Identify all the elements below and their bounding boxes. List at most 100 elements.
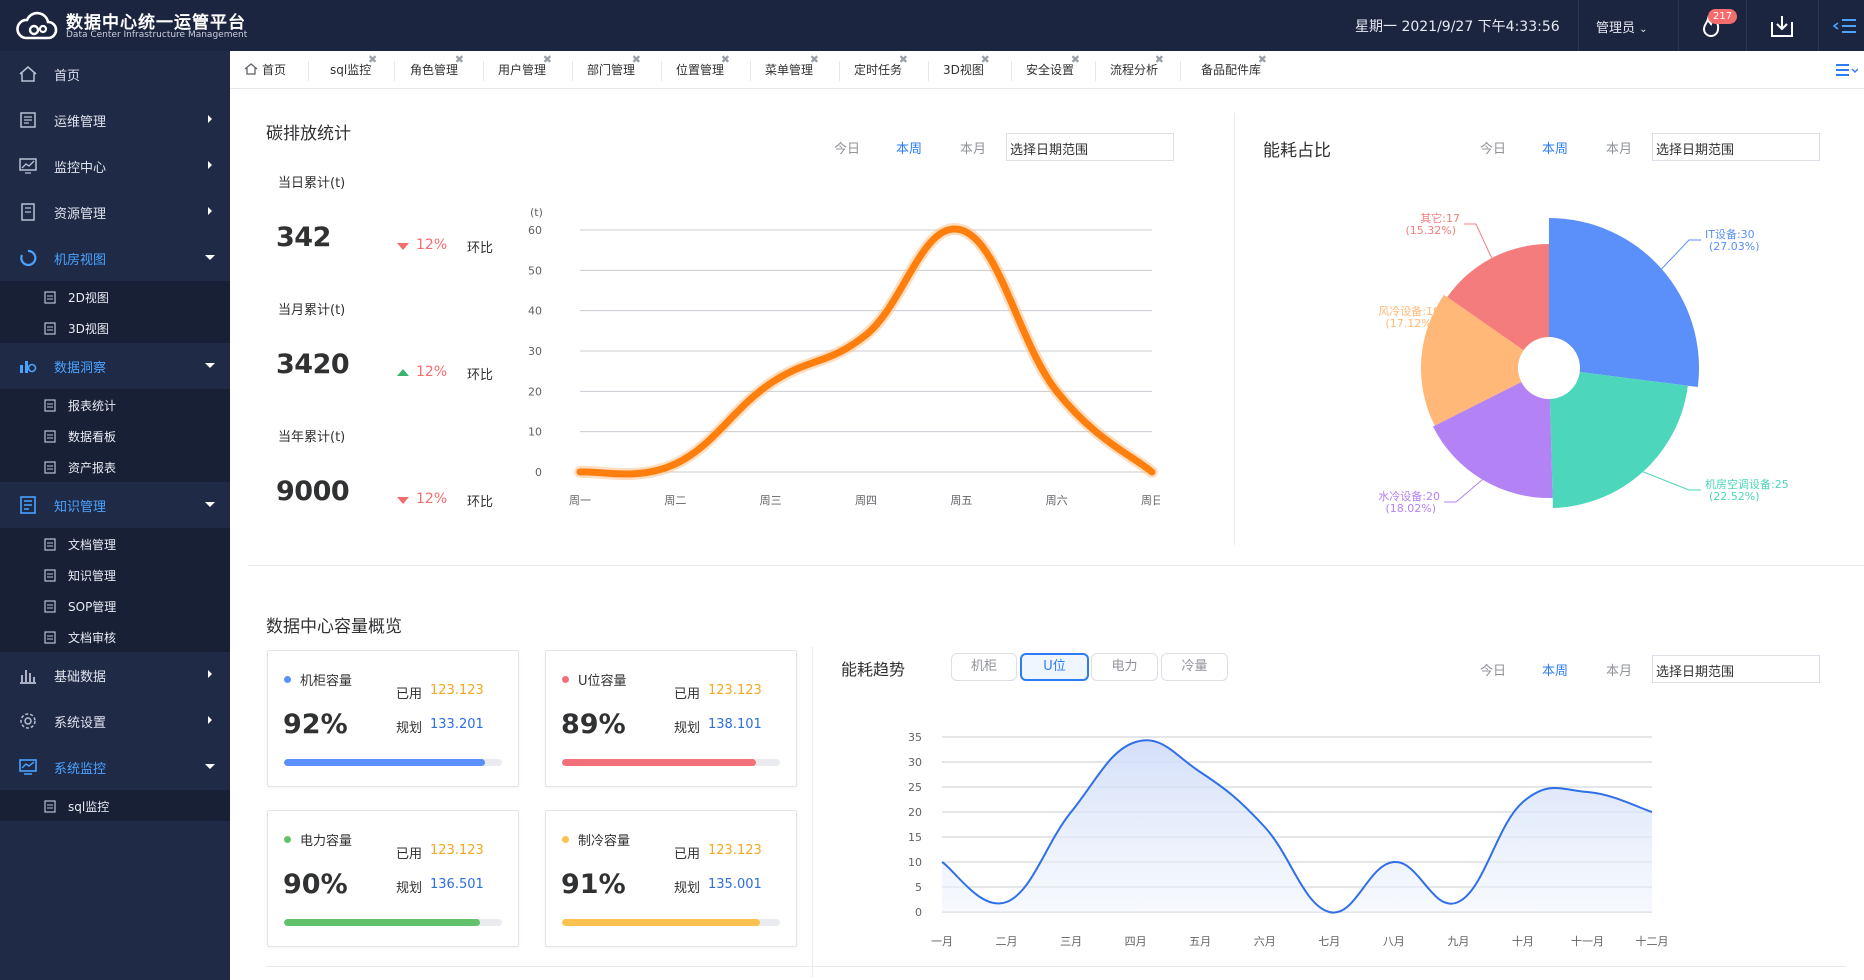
ratio-date-range-input[interactable]: 选择日期范围 [1652,133,1820,161]
segment-cooling[interactable]: 冷量 [1161,653,1228,681]
close-icon[interactable]: ✖ [980,53,990,66]
tab-menu-manage[interactable]: 菜单管理 ✖ [765,51,819,89]
sidebar-subitem-sop[interactable]: SOP管理 [0,590,230,621]
close-icon[interactable]: ✖ [368,53,378,66]
close-icon[interactable]: ✖ [542,53,553,66]
sidebar-subitem-doc-review[interactable]: 文档审核 [0,621,230,652]
progress-fill [284,759,485,766]
progress-bar [284,759,502,766]
tab-label: sql监控 [330,63,372,77]
close-icon[interactable]: ✖ [454,53,465,66]
card-title: 制冷容量 [578,834,631,849]
sidebar-item-ops[interactable]: 运维管理 [0,97,230,143]
sidebar-item-label: 资源管理 [54,207,107,222]
close-icon[interactable]: ✖ [1257,53,1268,66]
series-line [576,225,1156,478]
sidebar-subitem-asset-report[interactable]: 资产报表 [0,451,230,482]
sidebar-item-knowledge[interactable]: 知识管理 [0,482,230,528]
sidebar-item-resource[interactable]: 资源管理 [0,189,230,235]
sidebar-subitem-label: sql监控 [68,800,110,814]
ratio-range-week[interactable]: 本周 [1542,142,1569,157]
fire-alert-icon[interactable] [1696,10,1726,40]
sidebar-subitem-label: 资产报表 [68,461,117,475]
tabs-menu-icon[interactable] [1834,62,1858,80]
segment-power[interactable]: 电力 [1091,653,1158,681]
tab-security[interactable]: 安全设置 ✖ [1026,51,1080,89]
document-icon [44,569,56,582]
ratio-range-month[interactable]: 本月 [1606,142,1633,157]
plan-label: 规划 [674,721,701,736]
tab-label: 角色管理 [410,63,459,77]
tab-scheduled-task[interactable]: 定时任务 ✖ [854,51,908,89]
sidebar-subitem-doc-manage[interactable]: 文档管理 [0,528,230,559]
sidebar-subitem-sql-monitor[interactable]: sql监控 [0,790,230,821]
trend-title: 能耗趋势 [841,660,906,679]
capacity-card-power: 电力容量 已用 123.123 规划 136.501 90% [267,810,519,947]
tab-spare-parts[interactable]: 备品配件库 ✖ [1201,51,1267,89]
trend-range-today[interactable]: 今日 [1480,664,1507,679]
tab-divider [308,61,309,81]
collapse-menu-icon[interactable] [1832,14,1858,38]
tab-sql-monitor[interactable]: sql监控 ✖ [330,51,377,89]
close-icon[interactable]: ✖ [720,53,731,66]
carbon-range-week[interactable]: 本周 [896,142,923,157]
document-icon [44,322,56,335]
sidebar-subitem-3d-view[interactable]: 3D视图 [0,312,230,343]
plan-value: 133.201 [430,717,484,732]
tab-process-analysis[interactable]: 流程分析 ✖ [1110,51,1164,89]
trend-down-icon [397,243,409,250]
sidebar-item-home[interactable]: 首页 [0,51,230,97]
sidebar-subitem-dashboard[interactable]: 数据看板 [0,420,230,451]
sidebar-item-label: 数据洞察 [54,361,107,376]
sidebar-subitem-report[interactable]: 报表统计 [0,389,230,420]
pane-divider [1234,113,1235,545]
tab-3d-view[interactable]: 3D视图 ✖ [943,51,990,89]
segment-cabinet[interactable]: 机柜 [951,653,1017,681]
tab-label: 流程分析 [1110,63,1159,77]
sidebar-subitem-knowledge-manage[interactable]: 知识管理 [0,559,230,590]
x-tick-label: 周五 [950,494,972,507]
download-icon[interactable] [1768,12,1796,40]
sidebar-item-basic-data[interactable]: 基础数据 [0,652,230,698]
carbon-range-month[interactable]: 本月 [960,142,987,157]
x-tick-label: 周四 [855,494,877,507]
used-value: 123.123 [430,683,484,698]
carbon-date-range-input[interactable]: 选择日期范围 [1006,133,1174,161]
sidebar-subitem-2d-view[interactable]: 2D视图 [0,281,230,312]
tab-dept-manage[interactable]: 部门管理 ✖ [587,51,641,89]
room-view-icon [20,249,37,267]
plan-value: 136.501 [430,877,484,892]
sidebar-item-system-monitor[interactable]: 系统监控 [0,744,230,790]
tab-home[interactable]: 首页 [244,51,286,89]
header-divider [1678,0,1679,51]
user-menu[interactable]: 管理员 ⌄ [1596,17,1648,36]
used-label: 已用 [674,847,701,862]
chevron-right-icon [208,207,212,215]
plan-value: 135.001 [708,877,762,892]
close-icon[interactable]: ✖ [631,53,642,66]
close-icon[interactable]: ✖ [1154,53,1165,66]
trend-range-month[interactable]: 本月 [1606,664,1633,679]
sidebar-item-settings[interactable]: 系统设置 [0,698,230,744]
sidebar-item-room-view[interactable]: 机房视图 [0,235,230,281]
tab-divider [1095,61,1096,81]
sidebar-item-insight[interactable]: 数据洞察 [0,343,230,389]
x-tick-label: 四月 [1125,935,1147,948]
tab-label: 备品配件库 [1201,63,1262,77]
tab-location-manage[interactable]: 位置管理 ✖ [676,51,730,89]
app-logo[interactable]: 数据中心统一运管平台 Data Center Infrastructure Ma… [16,6,247,46]
trend-range-week[interactable]: 本周 [1542,664,1569,679]
tab-role-manage[interactable]: 角色管理 ✖ [410,51,464,89]
close-icon[interactable]: ✖ [809,53,820,66]
y-tick-label: 30 [908,756,922,769]
sidebar-item-label: 知识管理 [54,500,107,515]
header-divider [1818,0,1819,51]
sidebar-item-monitor[interactable]: 监控中心 [0,143,230,189]
ratio-range-today[interactable]: 今日 [1480,142,1507,157]
tab-user-manage[interactable]: 用户管理 ✖ [498,51,552,89]
trend-date-range-input[interactable]: 选择日期范围 [1652,655,1820,683]
carbon-range-today[interactable]: 今日 [834,142,861,157]
close-icon[interactable]: ✖ [898,53,909,66]
close-icon[interactable]: ✖ [1070,53,1081,66]
segment-u-position[interactable]: U位 [1020,653,1089,681]
